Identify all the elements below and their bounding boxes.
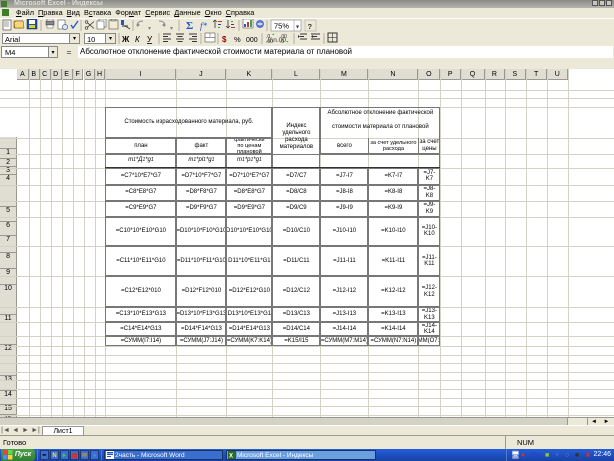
svg-text:X: X xyxy=(229,454,233,460)
svg-text:%: % xyxy=(234,35,241,44)
svg-text:000: 000 xyxy=(246,37,258,44)
svg-text:▾: ▾ xyxy=(296,25,299,31)
svg-text:У: У xyxy=(147,35,153,44)
svg-text:f*: f* xyxy=(200,21,208,31)
svg-text:75%: 75% xyxy=(274,22,289,31)
svg-text:Ж: Ж xyxy=(121,35,130,44)
svg-text:К: К xyxy=(135,35,141,44)
svg-text:?: ? xyxy=(308,22,313,31)
svg-text:$: $ xyxy=(222,35,227,44)
svg-text:Σ: Σ xyxy=(186,20,193,32)
